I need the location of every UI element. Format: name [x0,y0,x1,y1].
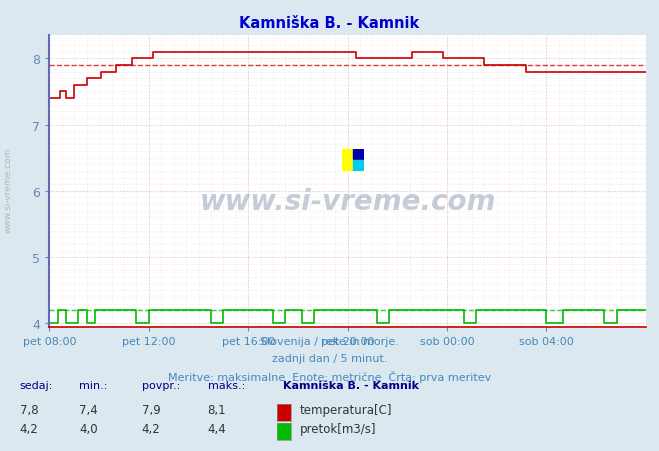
Text: Meritve: maksimalne  Enote: metrične  Črta: prva meritev: Meritve: maksimalne Enote: metrične Črta… [168,370,491,382]
Text: povpr.:: povpr.: [142,380,180,390]
Text: Slovenija / reke in morje.: Slovenija / reke in morje. [260,336,399,346]
Text: temperatura[C]: temperatura[C] [300,403,392,416]
Text: zadnji dan / 5 minut.: zadnji dan / 5 minut. [272,353,387,363]
Text: 4,0: 4,0 [79,422,98,435]
Text: www.si-vreme.com: www.si-vreme.com [200,188,496,216]
Bar [353,161,364,171]
Text: 7,8: 7,8 [20,403,38,416]
Text: 4,4: 4,4 [208,422,226,435]
Bar [341,150,353,161]
Text: Kamniška B. - Kamnik: Kamniška B. - Kamnik [283,380,419,390]
Text: 8,1: 8,1 [208,403,226,416]
Text: sedaj:: sedaj: [20,380,53,390]
Text: www.si-vreme.com: www.si-vreme.com [3,147,13,232]
Bar [341,161,353,171]
Text: pretok[m3/s]: pretok[m3/s] [300,422,376,435]
Text: 4,2: 4,2 [20,422,38,435]
Text: 4,2: 4,2 [142,422,160,435]
Bar [353,150,364,161]
Text: 7,9: 7,9 [142,403,160,416]
Text: maks.:: maks.: [208,380,245,390]
Text: 7,4: 7,4 [79,403,98,416]
Text: Kamniška B. - Kamnik: Kamniška B. - Kamnik [239,16,420,31]
Text: min.:: min.: [79,380,107,390]
